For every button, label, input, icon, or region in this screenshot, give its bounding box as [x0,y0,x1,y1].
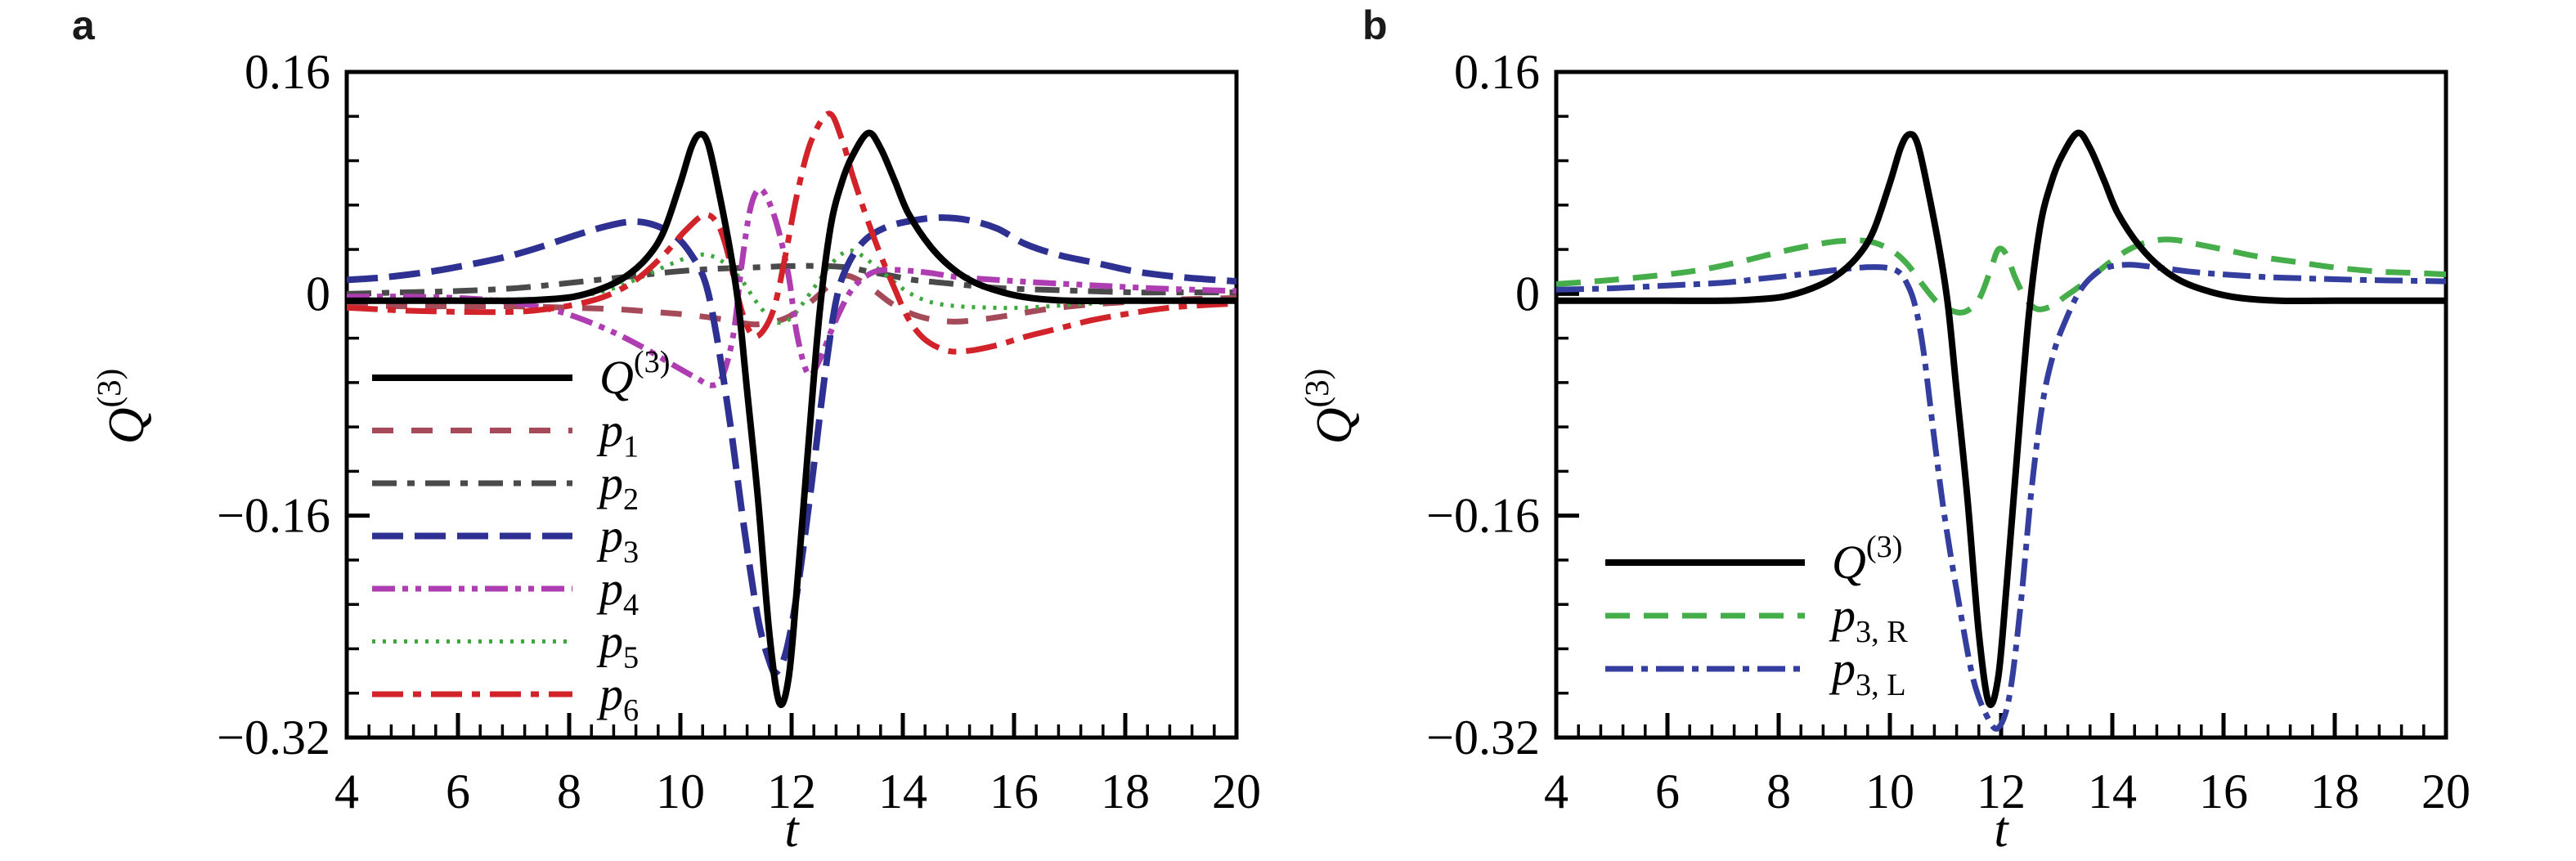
x-tick-label: 8 [1766,765,1791,818]
x-axis-title: t [784,802,800,858]
legend-label-p3: p3 [596,509,639,570]
y-tick-label: −0.32 [1426,711,1540,765]
x-tick-label: 18 [2310,765,2359,818]
x-tick-label: 6 [446,765,470,818]
curve-p1 [347,272,1236,328]
legend-label-p3L: p3, L [1829,642,1906,702]
panel-b: 4 6 8 10 12 14 16 18 200.160−0.16−0.32Q(3)tQ(3)p… [1299,45,2471,858]
x-axis-title: t [1994,802,2009,858]
plot-box [344,70,1239,740]
legend: Q(3)p3, Rp3, L [1605,530,1908,702]
y-axis-title: Q(3) [1299,369,1362,444]
y-tick-label: 0.16 [1454,45,1540,99]
y-tick-label: 0 [1515,267,1540,321]
legend-label-p2: p2 [596,456,639,517]
plot-box [1554,70,2448,740]
y-tick-label: −0.32 [217,711,330,765]
curve-Q3 [1556,129,2446,708]
x-tick-label: 12 [1977,765,2026,818]
y-tick-label: 0 [306,267,330,321]
y-tick-label: −0.16 [217,489,330,543]
x-tick-label: 20 [1212,765,1261,818]
legend-label-Q3: Q(3) [1832,530,1903,589]
x-tick-label: 6 [1655,765,1680,818]
x-tick-label: 16 [990,765,1039,818]
legend-label-p5: p5 [596,615,639,675]
curve-p2 [347,262,1236,297]
legend-label-p3R: p3, R [1829,589,1908,649]
curve-p3L [1556,262,2446,732]
x-tick-label: 14 [878,765,927,818]
panel-a: 4 6 8 10 12 14 16 18 200.160−0.16−0.32Q(3)tQ(3)p… [91,45,1261,858]
legend-label-p4: p4 [596,562,639,622]
x-tick-label: 4 [1544,765,1568,818]
x-tick-label: 12 [767,765,816,818]
legend-label-p1: p1 [596,404,639,464]
x-tick-label: 20 [2421,765,2471,818]
curve-p4 [347,186,1236,388]
x-tick-label: 4 [334,765,359,818]
legend-label-Q3: Q(3) [599,345,671,404]
x-tick-label: 14 [2088,765,2137,818]
panel-b-label: b [1362,2,1388,48]
curves [1556,129,2446,732]
y-tick-label: −0.16 [1426,489,1540,543]
x-tick-label: 10 [1865,765,1914,818]
curves [347,110,1236,708]
legend-label-p6: p6 [596,667,639,728]
x-tick-label: 18 [1101,765,1150,818]
x-tick-label: 16 [2199,765,2248,818]
panel-a-label: a [72,2,95,48]
y-axis-title: Q(3) [91,369,155,444]
x-tick-label: 8 [557,765,581,818]
curve-Q3 [347,129,1236,708]
x-tick-label: 10 [656,765,705,818]
curve-p6 [347,110,1236,355]
y-tick-label: 0.16 [245,45,330,99]
